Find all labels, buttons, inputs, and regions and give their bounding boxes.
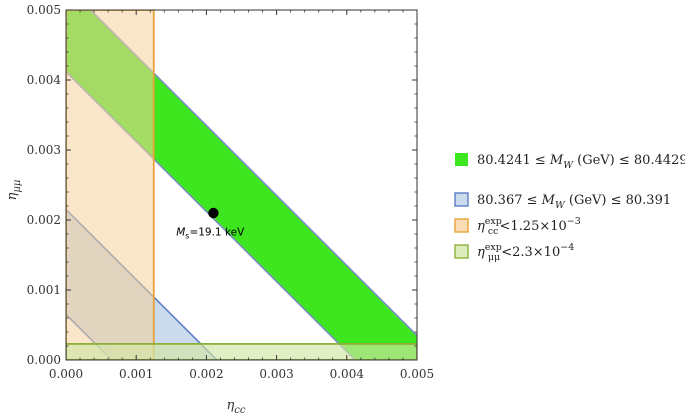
data-points [208,207,219,219]
legend-swatch [454,244,469,259]
legend-swatch [455,153,468,166]
legend-label: 80.4241 ≤ MW (GeV) ≤ 80.4429 [477,153,685,171]
x-tick-label: 0.004 [330,367,365,381]
legend-label: ηexp cc<1.25×10−3 [477,216,581,237]
y-axis-title: ημμ [5,180,23,201]
annotations: Ms=19.1 keV [176,226,245,240]
x-tick-label: 0.000 [49,367,83,381]
y-tick-label: 0.002 [27,213,61,227]
region-series-3 [66,10,155,360]
y-tick-label: 0.003 [27,143,61,157]
mass-annotation: Ms=19.1 keV [176,226,245,240]
x-tick-label: 0.001 [119,367,153,381]
svg-text:ημμ: ημμ [5,180,23,201]
plot-frame [65,9,418,361]
plot-regions [66,10,417,360]
region-series-4 [66,342,417,360]
y-tick-label: 0.004 [27,73,62,87]
y-tick-label: 0.000 [27,353,61,367]
benchmark-point [208,207,219,219]
y-tick-label: 0.001 [27,283,61,297]
legend-swatch [454,192,469,207]
legend-label: 80.367 ≤ MW (GeV) ≤ 80.391 [477,193,671,211]
x-axis-title: ηcc [227,398,246,416]
legend: 80.4241 ≤ MW (GeV) ≤ 80.4429 80.367 ≤ MW … [454,153,685,263]
x-tick-label: 0.002 [189,367,223,381]
x-tick-label: 0.003 [259,367,293,381]
y-tick-label: 0.005 [27,3,61,17]
legend-swatch [454,218,469,233]
x-tick-label: 0.005 [400,367,434,381]
legend-label: ηexp μμ<2.3×10−4 [477,242,574,263]
